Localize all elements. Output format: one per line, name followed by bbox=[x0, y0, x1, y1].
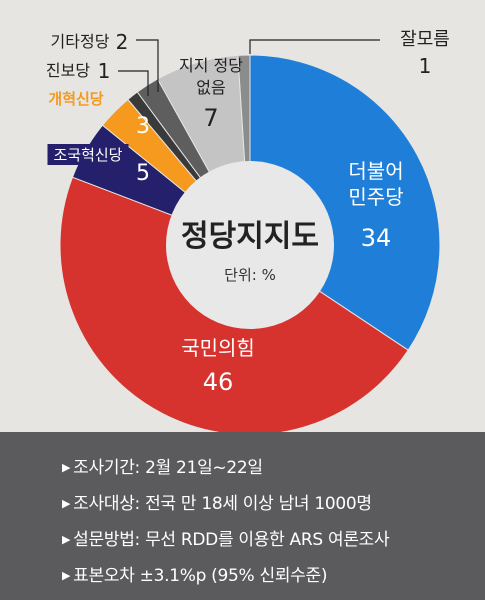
survey-target: 조사대상: 전국 만 18세 이상 남녀 1000명 bbox=[62, 494, 372, 516]
info-label: 조사기간 bbox=[73, 458, 135, 478]
slice-value: 46 bbox=[203, 368, 234, 396]
slice-label: 민주당 bbox=[348, 185, 403, 209]
slice-label: 지지 정당 bbox=[179, 56, 243, 75]
info-label: 조사대상 bbox=[73, 494, 135, 514]
donut-hole bbox=[166, 161, 334, 329]
info-value: ±3.1%p (95% 신뢰수준) bbox=[139, 566, 328, 586]
chart-title: 정당지지도 bbox=[181, 219, 319, 254]
info-value: 무선 RDD를 이용한 ARS 여론조사 bbox=[145, 530, 390, 550]
slice-value: 5 bbox=[136, 161, 150, 186]
unit-label: 단위: % bbox=[224, 266, 276, 284]
leader-line bbox=[249, 39, 380, 54]
slice-value: 1 bbox=[98, 59, 111, 83]
slice-value: 3 bbox=[136, 114, 150, 139]
slice-label: 조국혁신당 bbox=[53, 146, 122, 164]
slice-value: 2 bbox=[116, 30, 129, 54]
info-label: 설문방법 bbox=[73, 530, 135, 550]
survey-method: 설문방법: 무선 RDD를 이용한 ARS 여론조사 bbox=[62, 530, 389, 552]
slice-value: 34 bbox=[361, 224, 392, 252]
slice-label: 진보당 bbox=[46, 61, 90, 80]
slice-label: 기타정당 bbox=[51, 32, 110, 51]
slice-label: 개혁신당 bbox=[48, 90, 103, 108]
leader-line bbox=[136, 39, 159, 92]
survey-error: 표본오차 ±3.1%p (95% 신뢰수준) bbox=[62, 566, 327, 588]
slice-value: 1 bbox=[419, 54, 432, 78]
slice-label: 더불어 bbox=[348, 159, 403, 183]
survey-period: 조사기간: 2월 21일~22일 bbox=[62, 458, 263, 480]
survey-info-panel: 조사기간: 2월 21일~22일 조사대상: 전국 만 18세 이상 남녀 10… bbox=[0, 432, 485, 600]
slice-label: 국민의힘 bbox=[181, 336, 255, 360]
leader-line bbox=[118, 70, 149, 96]
slice-label: 없음 bbox=[196, 78, 225, 97]
info-value: 전국 만 18세 이상 남녀 1000명 bbox=[145, 494, 372, 514]
info-value: 2월 21일~22일 bbox=[145, 458, 263, 478]
slice-value: 7 bbox=[203, 104, 218, 132]
slice-label-box bbox=[47, 144, 129, 165]
info-label: 표본오차 bbox=[73, 566, 135, 586]
slice-label: 잘모름 bbox=[400, 29, 450, 50]
